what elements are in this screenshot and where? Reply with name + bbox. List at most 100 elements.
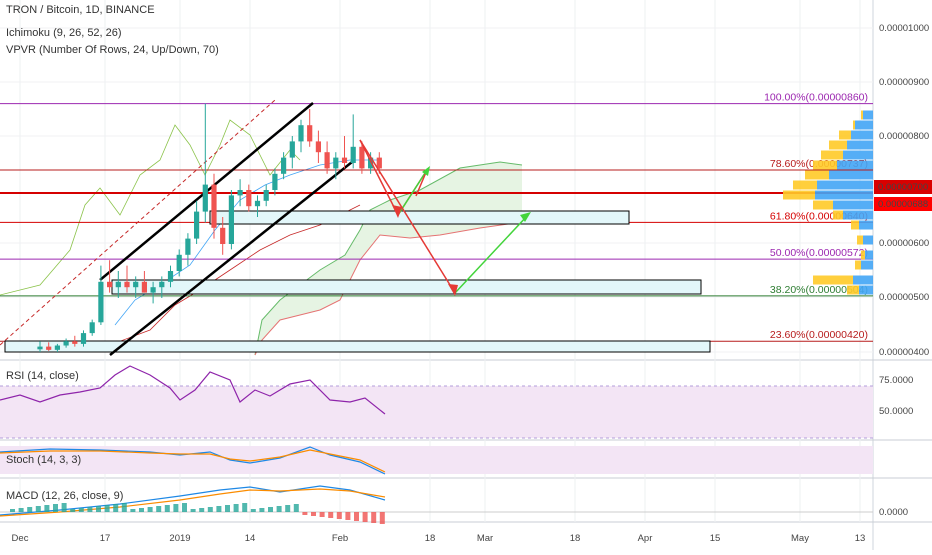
macd-histogram-bar [233, 504, 239, 512]
volume-profile-bar-down [855, 120, 873, 130]
candle-body [263, 190, 269, 201]
candle-body [98, 281, 104, 323]
volume-profile-bar-up [851, 220, 859, 230]
volume-profile-bar-down [859, 220, 873, 230]
volume-profile-bar-up [855, 260, 861, 270]
volume-profile-bar-up [857, 235, 863, 245]
macd-histogram-bar [379, 512, 385, 524]
macd-histogram-bar [362, 512, 368, 522]
time-axis-label: 17 [100, 533, 111, 544]
macd-histogram-bar [216, 506, 222, 512]
candle-body [333, 157, 339, 169]
volume-profile-bar-up [861, 250, 865, 260]
macd-histogram-bar [18, 508, 24, 512]
volume-profile-bar-up [861, 110, 863, 120]
macd-histogram-bar [242, 503, 248, 512]
volume-profile-bar-down [843, 210, 873, 220]
macd-histogram-bar [345, 512, 351, 520]
candle-body [72, 341, 78, 344]
volume-profile-bar-down [837, 160, 873, 170]
candle-body [237, 190, 243, 196]
time-axis-label: 14 [245, 533, 256, 544]
price-tag [874, 180, 932, 194]
fib-label: 23.60%(0.00000420) [770, 329, 868, 341]
candle-body [376, 157, 382, 169]
candle-body [150, 287, 156, 293]
volume-profile-bar-up [813, 200, 833, 210]
candle-body [220, 227, 226, 244]
volume-profile-bar-down [833, 200, 873, 210]
macd-histogram-bar [139, 508, 144, 512]
macd-histogram-bar [328, 512, 334, 518]
candle-body [368, 157, 374, 169]
time-axis-label: Feb [332, 533, 348, 544]
stoch-title: Stoch (14, 3, 3) [6, 454, 82, 466]
volume-profile-bar-up [813, 275, 853, 285]
rsi-band [0, 386, 873, 438]
volume-profile-bar-down [863, 235, 873, 245]
volume-profile-bar-up [833, 210, 843, 220]
candle-body [107, 281, 113, 288]
candle-body [324, 152, 330, 169]
candle-body [89, 322, 95, 334]
price-axis-label: 0.00000600 [879, 238, 929, 249]
candle-body [63, 341, 69, 346]
volume-profile-bar-up [813, 160, 837, 170]
macd-histogram-bar [173, 504, 179, 512]
arrowhead [422, 166, 430, 176]
macd-histogram-bar [319, 512, 325, 517]
macd-histogram-bar [156, 506, 162, 512]
volume-profile-bar-down [829, 170, 873, 180]
candle-body [159, 281, 165, 288]
price-tag [874, 197, 932, 211]
macd-histogram-bar [121, 503, 127, 512]
macd-histogram-bar [250, 509, 256, 512]
candle-body [211, 184, 217, 228]
macd-histogram-bar [276, 506, 282, 512]
macd-histogram-bar [27, 507, 33, 512]
rsi-axis-label: 75.0000 [879, 375, 913, 386]
macd-histogram-bar [104, 505, 110, 512]
volume-profile-bar-down [817, 180, 873, 190]
volume-profile-bar-up [793, 180, 817, 190]
candle-body [228, 195, 234, 244]
rsi-line [0, 365, 386, 415]
candle-body [359, 146, 365, 169]
projection-arrow-green [454, 214, 529, 294]
ichimoku-span-a [254, 161, 523, 356]
stoch-d-line [0, 449, 386, 473]
time-axis-label: Dec [12, 533, 29, 544]
candle-body [272, 173, 278, 190]
candle-body [141, 281, 147, 293]
arrowhead [448, 284, 458, 296]
macd-histogram-bar [61, 503, 67, 512]
price-axis-label: 0.00000900 [879, 77, 929, 88]
projection-arrow-red [359, 139, 456, 294]
ichimoku-cloud [255, 162, 522, 355]
candle-body [37, 346, 43, 350]
macd-histogram-bar [182, 503, 187, 512]
volume-profile-bar-up [829, 140, 847, 150]
macd-histogram-bar [259, 508, 265, 512]
candle-body [350, 146, 356, 163]
macd-histogram-bar [130, 509, 136, 512]
fib-label: 50.00%(0.00000572) [770, 247, 868, 259]
time-axis-label: May [791, 533, 809, 544]
stoch-band [0, 446, 873, 474]
candle-body [307, 125, 313, 142]
macd-histogram-bar [78, 508, 84, 512]
macd-histogram-bar [199, 508, 205, 512]
macd-histogram-bar [268, 507, 273, 512]
candle-body [54, 345, 60, 350]
time-axis-label: 13 [855, 533, 866, 544]
symbol-legend: TRON / Bitcoin, 1D, BINANCE [6, 4, 155, 16]
time-axis-label: 18 [570, 533, 581, 544]
rsi-axis-label: 50.0000 [879, 406, 913, 417]
macd-histogram-bar [293, 504, 299, 512]
ichimoku-lagging-span [0, 119, 301, 296]
channel-dashed-line [0, 99, 276, 346]
zone-rectangle [209, 210, 630, 225]
volume-profile-bar-down [865, 250, 873, 260]
